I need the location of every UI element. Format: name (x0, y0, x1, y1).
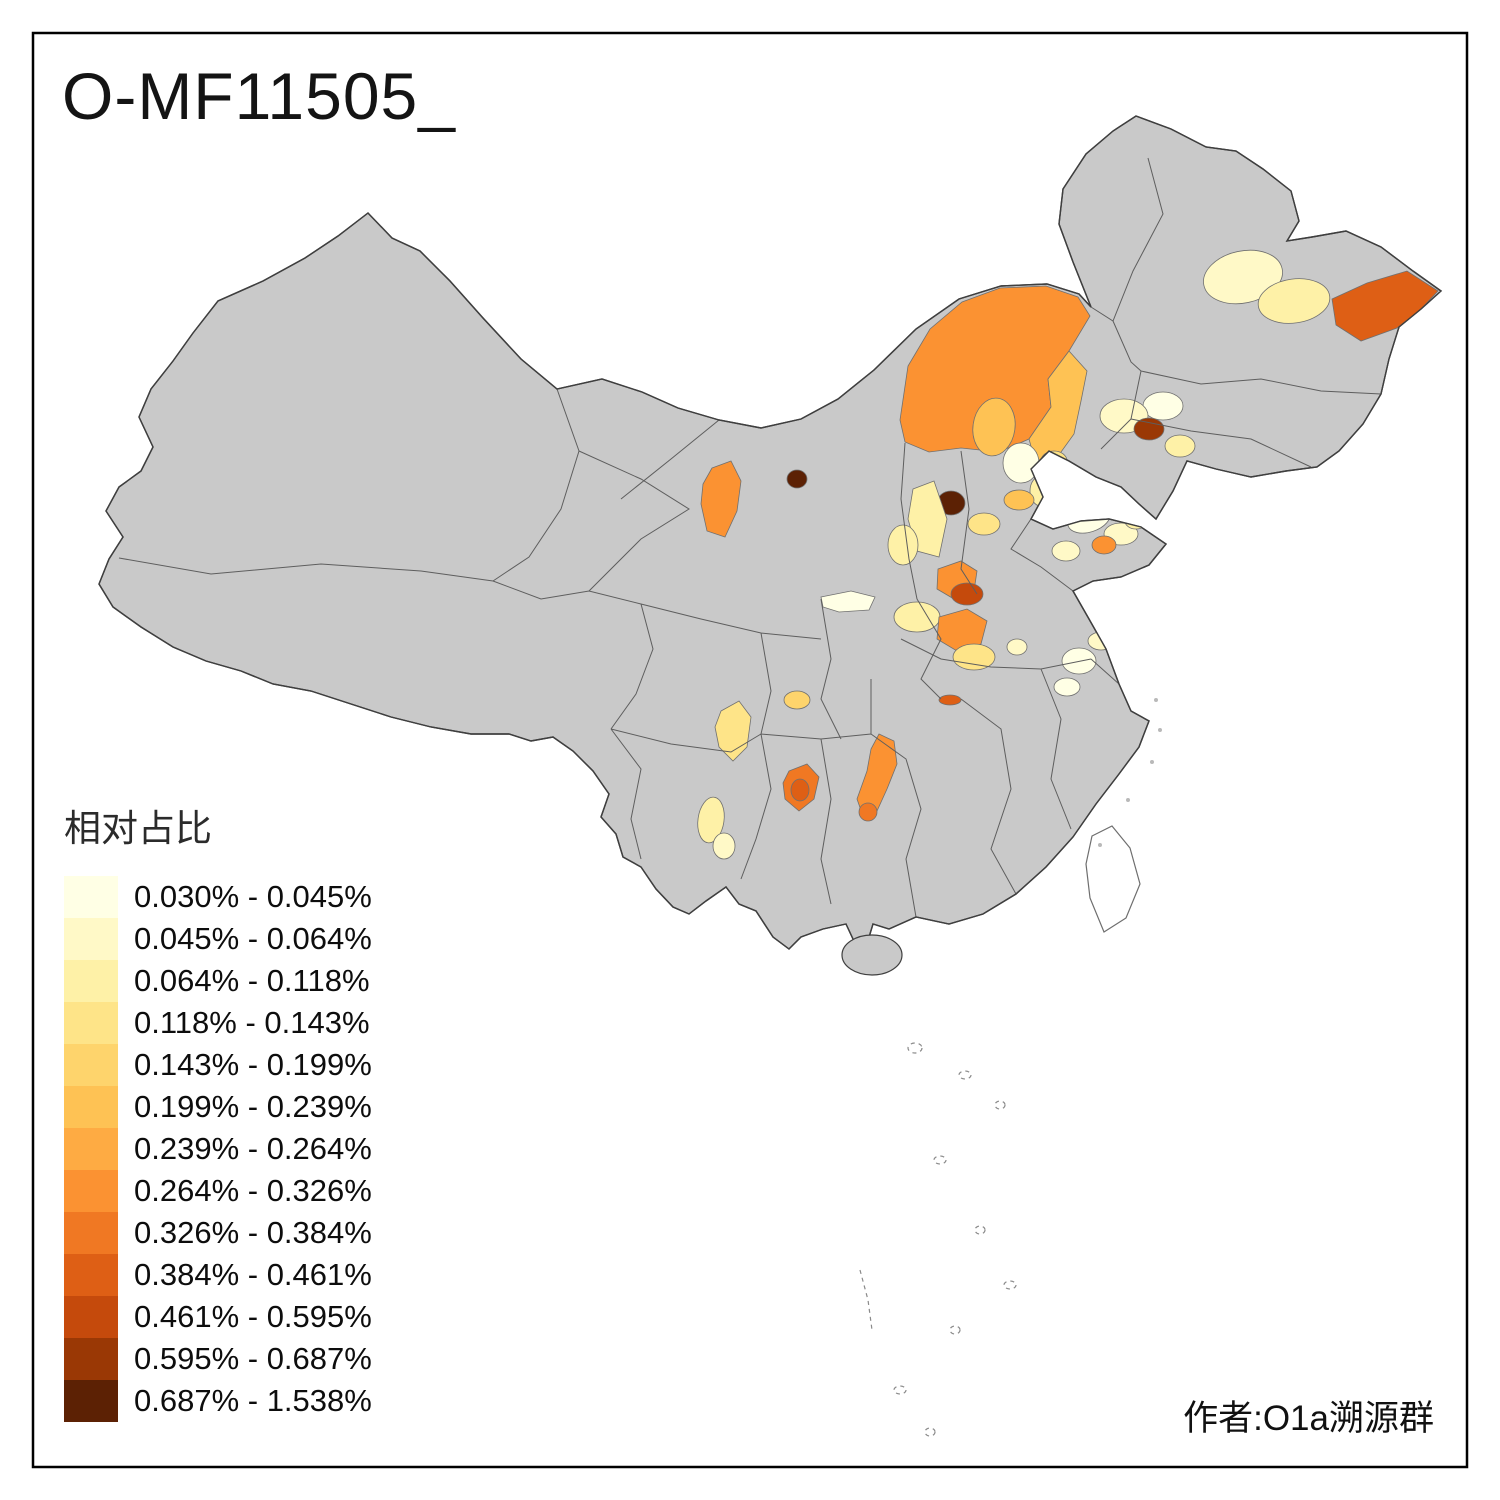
map-region (712, 832, 736, 860)
province-borders (118, 157, 1382, 918)
map-region (1006, 638, 1028, 656)
map-region (1164, 434, 1196, 458)
map-region (1257, 278, 1331, 324)
map-region (952, 643, 996, 671)
map-region (697, 796, 725, 844)
legend-row-label: 0.199% - 0.239% (134, 1089, 372, 1124)
map-region (967, 512, 1001, 536)
legend-swatch (64, 1380, 118, 1422)
legend-row: 0.384% - 0.461% (64, 1254, 372, 1296)
legend-row: 0.045% - 0.064% (64, 918, 372, 960)
legend-row-label: 0.045% - 0.064% (134, 921, 372, 956)
map-region (936, 608, 988, 652)
legend-swatch (64, 876, 118, 918)
legend-title: 相对占比 (64, 808, 212, 849)
hainan-island (841, 934, 903, 976)
coastal-islets (1098, 698, 1162, 847)
map-region (1003, 489, 1035, 511)
legend-row: 0.239% - 0.264% (64, 1128, 372, 1170)
legend-row-label: 0.384% - 0.461% (134, 1257, 372, 1292)
legend-swatch (64, 1002, 118, 1044)
author-credit: 作者:O1a溯源群 (1183, 1399, 1434, 1438)
map-region (972, 397, 1016, 457)
legend-row-label: 0.064% - 0.118% (134, 963, 370, 998)
plot-frame (31, 31, 1469, 1469)
map-region (887, 524, 919, 566)
legend-row: 0.143% - 0.199% (64, 1044, 372, 1086)
map-region (783, 690, 811, 710)
legend-row: 0.326% - 0.384% (64, 1212, 372, 1254)
taiwan-island (1085, 825, 1141, 933)
map-region (1124, 512, 1148, 530)
map-region (938, 694, 962, 706)
legend-row-label: 0.239% - 0.264% (134, 1131, 372, 1166)
legend-row: 0.461% - 0.595% (64, 1296, 372, 1338)
legend-swatch (64, 918, 118, 960)
map-region (1142, 391, 1184, 421)
legend-row-label: 0.118% - 0.143% (134, 1005, 370, 1040)
legend-swatch (64, 1212, 118, 1254)
legend-swatch (64, 1338, 118, 1380)
legend-row-label: 0.461% - 0.595% (134, 1299, 372, 1334)
map-region (786, 469, 808, 489)
legend-swatch (64, 1254, 118, 1296)
legend-row: 0.030% - 0.045% (64, 876, 372, 918)
legend-swatch (64, 1128, 118, 1170)
legend-rows: 0.030% - 0.045% 0.045% - 0.064% 0.064% -… (64, 876, 372, 1422)
map-regions-group (697, 249, 1439, 860)
legend-row-label: 0.326% - 0.384% (134, 1215, 372, 1250)
legend-row: 0.118% - 0.143% (64, 1002, 372, 1044)
legend-row-label: 0.264% - 0.326% (134, 1173, 372, 1208)
map-region (700, 460, 742, 538)
map-region (1002, 442, 1040, 484)
plot-title: O-MF11505_ (62, 59, 456, 133)
legend-swatch (64, 1086, 118, 1128)
legend-row: 0.687% - 1.538% (64, 1380, 372, 1422)
legend-swatch (64, 1170, 118, 1212)
legend-row: 0.595% - 0.687% (64, 1338, 372, 1380)
map-region (1091, 535, 1117, 555)
map-region (820, 590, 876, 613)
map-region (714, 700, 752, 762)
legend-row-label: 0.687% - 1.538% (134, 1383, 372, 1418)
legend-row-label: 0.595% - 0.687% (134, 1341, 372, 1376)
map-region (858, 802, 878, 822)
map-region (1133, 417, 1165, 441)
legend-row-label: 0.030% - 0.045% (134, 879, 372, 914)
map-region (950, 582, 984, 606)
map-region (1203, 249, 1283, 305)
legend-swatch (64, 960, 118, 1002)
legend-row-label: 0.143% - 0.199% (134, 1047, 372, 1082)
map-region (790, 778, 810, 802)
legend-swatch (64, 1296, 118, 1338)
map-region (907, 480, 948, 558)
legend-row: 0.199% - 0.239% (64, 1086, 372, 1128)
map-region (1053, 677, 1081, 697)
legend: 相对占比 0.030% - 0.045% 0.045% - 0.064% 0.0… (64, 798, 372, 1422)
map-region (1051, 540, 1081, 562)
map-region (893, 601, 941, 633)
legend-row: 0.064% - 0.118% (64, 960, 372, 1002)
legend-row: 0.264% - 0.326% (64, 1170, 372, 1212)
legend-swatch (64, 1044, 118, 1086)
south-china-sea-islets (859, 1042, 1017, 1437)
